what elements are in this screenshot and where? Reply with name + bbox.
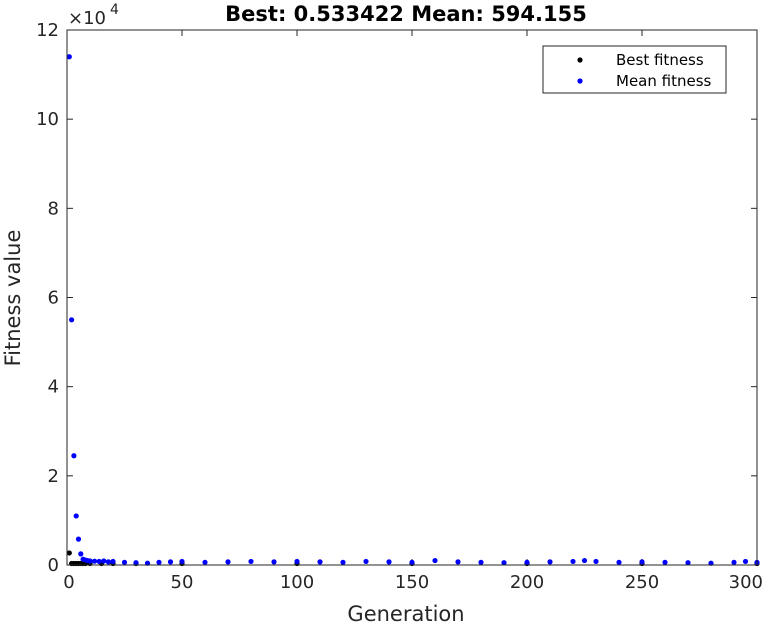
mean-fitness-point (66, 54, 72, 60)
y-tick-label: 6 (48, 288, 59, 309)
mean-fitness-point (121, 559, 128, 565)
plot-frame (66, 29, 758, 566)
mean-fitness-point (547, 559, 553, 565)
mean-fitness-point (271, 559, 277, 565)
y-exponent-power: 4 (110, 2, 119, 18)
mean-fitness-point (685, 560, 691, 566)
mean-fitness-point (73, 513, 79, 519)
mean-fitness-point (294, 558, 300, 565)
mean-fitness-point (432, 557, 438, 564)
mean-fitness-point (248, 558, 254, 565)
mean-fitness-point (639, 559, 645, 565)
legend-marker-mean (577, 78, 583, 84)
mean-fitness-point (662, 559, 668, 565)
mean-fitness-point (524, 559, 530, 565)
x-tick-label: 300 (729, 572, 763, 593)
mean-fitness-point (75, 536, 82, 542)
mean-fitness-point (570, 558, 576, 565)
y-axis-ticks: 0 2 4 6 8 10 12 (36, 20, 757, 576)
mean-fitness-point (501, 560, 507, 566)
legend-label-mean: Mean fitness (616, 72, 712, 90)
best-fitness-point (66, 550, 72, 556)
legend-box (542, 45, 727, 94)
mean-fitness-point (455, 559, 461, 565)
mean-fitness-point (179, 558, 185, 565)
mean-fitness-point (478, 559, 484, 565)
mean-fitness-point (409, 559, 415, 565)
chart-title: Best: 0.533422 Mean: 594.155 (225, 2, 587, 26)
mean-fitness-point (133, 560, 139, 566)
plot-area (67, 30, 757, 565)
mean-fitness-point (317, 559, 323, 565)
y-tick-label: 2 (48, 466, 59, 487)
mean-fitness-point (386, 559, 392, 565)
x-tick-label: 0 (63, 572, 74, 593)
mean-fitness-point (731, 559, 737, 565)
mean-fitness-point (110, 558, 116, 565)
mean-fitness-point (340, 559, 346, 565)
mean-fitness-point (616, 559, 622, 565)
mean-fitness-point (105, 559, 111, 565)
mean-fitness-point (581, 557, 588, 564)
mean-fitness-point (101, 558, 107, 564)
mean-fitness-point (202, 559, 208, 565)
y-tick-label: 4 (48, 377, 59, 398)
x-tick-label: 50 (171, 572, 194, 593)
y-tick-label: 0 (48, 555, 59, 576)
mean-fitness-point (363, 558, 369, 565)
legend-label-best: Best fitness (616, 51, 704, 69)
mean-fitness-point (92, 558, 98, 564)
y-axis-label: Fitness value (1, 230, 25, 367)
x-tick-label: 150 (395, 572, 429, 593)
x-tick-label: 200 (510, 572, 544, 593)
mean-fitness-point (167, 559, 174, 565)
mean-fitness-point (593, 558, 599, 565)
mean-fitness-point (156, 559, 162, 565)
mean-fitness-point (225, 559, 231, 565)
legend: Best fitness Mean fitness (542, 45, 727, 94)
mean-fitness-point (71, 453, 77, 459)
x-tick-label: 100 (280, 572, 314, 593)
y-tick-label: 8 (48, 198, 59, 219)
x-tick-label: 250 (625, 572, 659, 593)
mean-fitness-point (78, 551, 84, 557)
y-tick-label: 10 (36, 109, 59, 130)
mean-fitness-point (69, 317, 75, 323)
legend-marker-best (577, 57, 583, 63)
mean-fitness-point (96, 558, 102, 565)
mean-fitness-point (87, 558, 93, 564)
x-axis-ticks: 0 50 100 150 200 250 300 (63, 30, 763, 593)
y-exponent-base: ×10 (68, 8, 106, 29)
y-tick-label: 12 (36, 20, 59, 41)
x-axis-label: Generation (347, 602, 464, 625)
mean-fitness-point (742, 558, 749, 565)
